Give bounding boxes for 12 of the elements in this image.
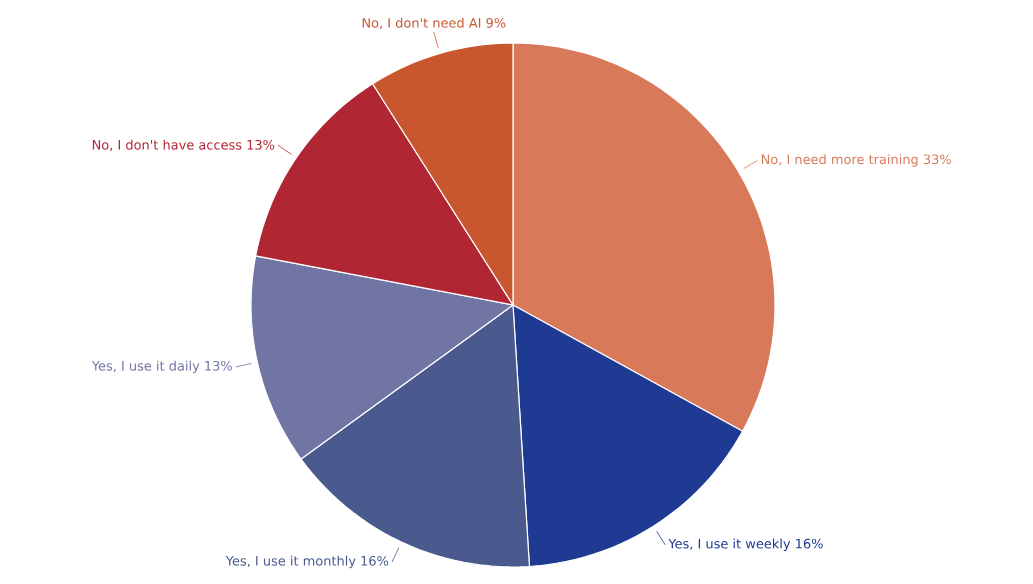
slice-label: No, I don't have access — [92, 139, 242, 152]
data-label: 16% — [796, 538, 823, 549]
data-label: 9% — [486, 17, 506, 28]
slice-label: Yes, I use it weekly — [668, 538, 791, 552]
data-label: 13% — [247, 139, 275, 150]
data-label: 33% — [923, 154, 951, 165]
data-label: 16% — [361, 555, 389, 566]
slice-label: Yes, I use it daily — [91, 360, 200, 374]
data-label: 13% — [205, 360, 232, 371]
slice-label: No, I don't need AI — [362, 17, 481, 30]
slice-label: No, I need more training — [761, 154, 918, 167]
slice-label: Yes, I use it monthly — [225, 555, 356, 569]
